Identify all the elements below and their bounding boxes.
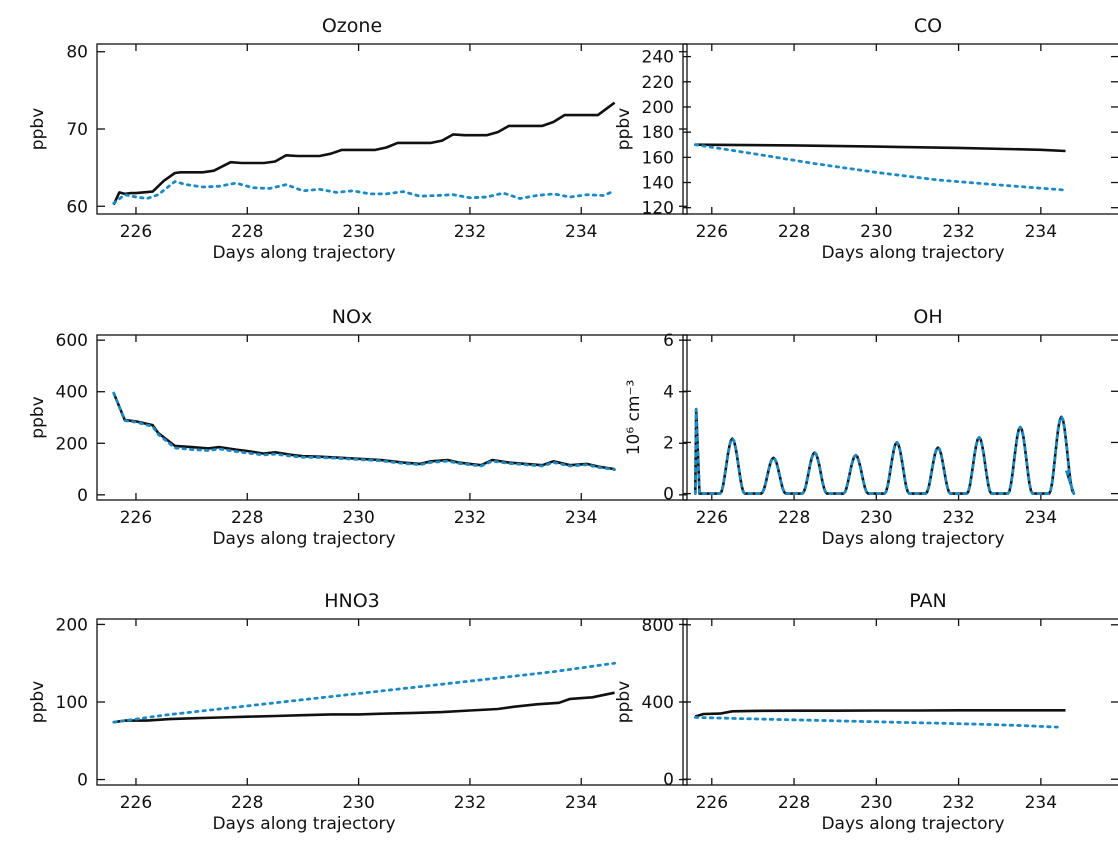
series-line-dotted: [112, 661, 616, 724]
x-tick-label: 234: [1025, 508, 1057, 528]
chart-title: PAN: [909, 590, 946, 612]
x-tick-label: 228: [231, 222, 263, 242]
series-line-dotted: [693, 716, 1059, 729]
panel-co: CO 226 228 230 232 234 120 140 160 180 200 220 240 Da…: [614, 15, 1118, 263]
y-tick-label: 800: [642, 616, 674, 636]
chart-title: CO: [914, 15, 942, 37]
plot-frame: [682, 618, 1118, 786]
y-tick-label: 0: [663, 770, 674, 790]
x-tick-label: 234: [565, 508, 597, 528]
x-tick-label: 228: [778, 222, 810, 242]
y-axis-label: ppbv: [614, 108, 634, 150]
y-tick-label: 200: [56, 615, 88, 635]
y-tick-label: 120: [642, 199, 674, 219]
y-tick-label: 6: [663, 331, 674, 351]
x-tick-label: 232: [942, 508, 974, 528]
x-tick-label: 232: [454, 222, 486, 242]
y-tick-label: 240: [642, 48, 674, 68]
y-tick-label: 180: [642, 123, 674, 143]
panel-hno3: HNO3 226 228 230 232 234 0 100 200 Days along tra…: [28, 590, 688, 834]
x-tick-label: 234: [1025, 222, 1057, 242]
panel-nox: NOx 226 228 230 232 234 0 200 400 600 Days along t…: [28, 306, 688, 549]
plot-frame: [96, 43, 688, 215]
chart-title: Ozone: [322, 15, 382, 37]
x-tick-label: 226: [120, 222, 152, 242]
y-tick-label: 0: [77, 771, 88, 791]
y-tick-label: 200: [642, 98, 674, 118]
x-tick-label: 228: [231, 793, 263, 813]
x-tick-label: 232: [454, 793, 486, 813]
x-axis-label: Days along trajectory: [821, 814, 1004, 834]
x-tick-label: 230: [860, 508, 892, 528]
x-axis-label: Days along trajectory: [821, 243, 1004, 263]
y-axis-label: ppbv: [28, 108, 48, 150]
x-tick-label: 226: [120, 793, 152, 813]
y-tick-label: 0: [77, 486, 88, 506]
x-tick-label: 226: [696, 222, 728, 242]
series-line-solid: [112, 101, 616, 206]
x-tick-label: 228: [778, 793, 810, 813]
x-axis-label: Days along trajectory: [212, 529, 395, 549]
x-tick-label: 228: [231, 508, 263, 528]
x-tick-label: 232: [942, 793, 974, 813]
x-tick-label: 232: [454, 508, 486, 528]
x-tick-label: 234: [1025, 793, 1057, 813]
x-axis-label: Days along trajectory: [212, 243, 395, 263]
x-tick-label: 226: [120, 508, 152, 528]
y-tick-label: 70: [66, 120, 88, 140]
panel-pan: PAN 226 228 230 232 234 0 400 800 Days along traj…: [614, 590, 1118, 834]
y-axis-label: ppbv: [28, 396, 48, 438]
x-tick-label: 226: [696, 508, 728, 528]
plot-frame: [96, 334, 688, 501]
plot-frame: [96, 618, 688, 786]
series-line-solid: [694, 407, 1076, 495]
series-line-solid: [112, 392, 615, 471]
y-tick-label: 160: [642, 148, 674, 168]
series-line-dotted: [693, 143, 1067, 192]
series-line-dotted: [693, 407, 1076, 495]
y-axis-label: ppbv: [28, 681, 48, 723]
panel-ozone: Ozone 226 228 230 232 234 60 70 80 Days along tra…: [28, 15, 688, 263]
y-tick-label: 400: [56, 383, 88, 403]
x-tick-label: 234: [565, 793, 597, 813]
y-tick-label: 220: [642, 73, 674, 93]
y-tick-label: 200: [56, 434, 88, 454]
series-line-dotted: [112, 391, 616, 471]
series-line-dotted: [112, 180, 616, 205]
y-tick-label: 4: [663, 382, 674, 402]
plot-frame: [682, 43, 1118, 215]
x-tick-label: 234: [565, 222, 597, 242]
series-line-solid: [695, 143, 1066, 153]
x-tick-label: 230: [860, 222, 892, 242]
x-tick-label: 226: [696, 793, 728, 813]
y-tick-label: 140: [642, 174, 674, 194]
x-axis-label: Days along trajectory: [212, 814, 395, 834]
series-line-solid: [694, 709, 1066, 718]
chart-title: NOx: [332, 306, 372, 328]
x-tick-label: 230: [342, 222, 374, 242]
x-tick-label: 228: [778, 508, 810, 528]
y-tick-label: 600: [56, 331, 88, 351]
plot-frame: [682, 334, 1118, 501]
chart-title: OH: [913, 306, 942, 328]
y-tick-label: 100: [56, 693, 88, 713]
y-tick-label: 80: [66, 43, 88, 63]
y-tick-label: 0: [663, 485, 674, 505]
series-line-solid: [113, 691, 615, 724]
x-tick-label: 230: [860, 793, 892, 813]
y-tick-label: 400: [642, 693, 674, 713]
x-tick-label: 230: [342, 508, 374, 528]
y-axis-label: 10⁶ cm⁻³: [624, 380, 644, 456]
x-tick-label: 230: [342, 793, 374, 813]
y-tick-label: 2: [663, 433, 674, 453]
panel-oh: OH 226 228 230 232 234 0 2 4 6 Days along trajecto…: [624, 306, 1118, 549]
y-tick-label: 60: [66, 197, 88, 217]
x-tick-label: 232: [942, 222, 974, 242]
y-axis-label: ppbv: [614, 681, 634, 723]
chart-title: HNO3: [324, 590, 380, 612]
x-axis-label: Days along trajectory: [821, 529, 1004, 549]
